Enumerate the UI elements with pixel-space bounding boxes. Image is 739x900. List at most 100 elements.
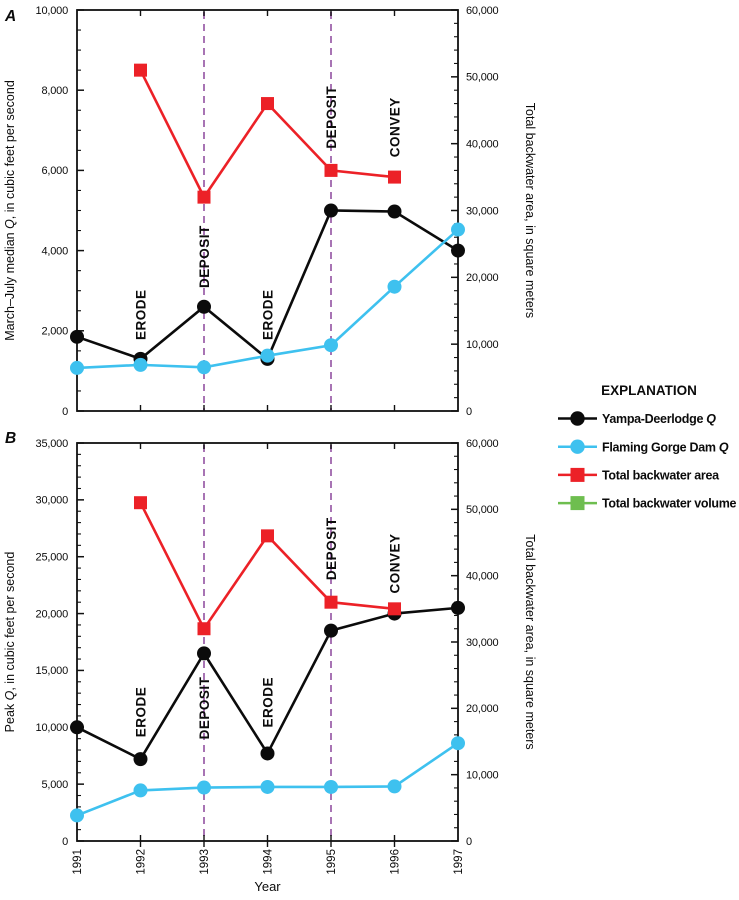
left-axis-tick-label: 35,000 xyxy=(36,438,69,450)
legend-item-flaming-gorge-dam-q: Flaming Gorge Dam Q xyxy=(558,439,729,454)
data-point-marker xyxy=(451,222,465,237)
data-point-marker xyxy=(70,808,84,823)
left-axis-tick-label: 30,000 xyxy=(36,495,69,507)
data-point-marker xyxy=(260,746,275,761)
right-axis-tick-label: 60,000 xyxy=(466,438,499,450)
legend: EXPLANATION Yampa-Deerlodge Q Flaming Gorg… xyxy=(558,383,737,511)
data-point-marker xyxy=(133,783,148,798)
legend-circle-marker-icon xyxy=(570,439,585,454)
panel-b: 0 5,000 10,000 15,000 20,000 25,000 30,000 35,0… xyxy=(3,430,537,875)
data-point-marker xyxy=(451,736,465,751)
right-axis-tick-label: 10,000 xyxy=(466,339,499,351)
left-axis-tick-label: 15,000 xyxy=(36,665,69,677)
data-point-marker xyxy=(260,348,275,363)
data-point-marker xyxy=(324,623,338,638)
series-line xyxy=(139,69,395,200)
series-line xyxy=(139,502,395,632)
data-point-marker xyxy=(451,243,465,258)
left-axis-tick-label: 10,000 xyxy=(36,5,69,17)
legend-label: Total backwater volume xyxy=(602,497,737,511)
data-point-marker xyxy=(324,595,338,609)
left-axis-tick-label: 5,000 xyxy=(41,779,68,791)
data-point-marker xyxy=(70,329,84,344)
legend-square-marker-icon xyxy=(570,496,585,511)
right-axis-tick-label: 60,000 xyxy=(466,5,499,17)
data-point-marker xyxy=(387,279,402,294)
right-axis-tick-label: 10,000 xyxy=(466,769,499,781)
process-annotation: ERODE xyxy=(261,290,276,341)
x-tick-label: 1991 xyxy=(72,849,84,875)
data-point-marker xyxy=(451,600,465,615)
data-point-marker xyxy=(134,496,147,510)
series-total-backwater-area xyxy=(134,63,401,204)
left-axis-tick-label: 6,000 xyxy=(41,165,68,177)
legend-label: Flaming Gorge Dam Q xyxy=(602,440,729,454)
process-annotation: ERODE xyxy=(134,290,149,341)
data-point-marker xyxy=(70,720,84,735)
legend-title: EXPLANATION xyxy=(601,383,697,398)
x-tick-label: 1997 xyxy=(453,849,465,875)
right-axis-tick-label: 50,000 xyxy=(466,72,499,84)
data-point-marker xyxy=(197,360,211,375)
panel-letter: B xyxy=(5,430,16,447)
left-axis-title: March–July median Q, in cubic feet per s… xyxy=(3,80,17,341)
x-tick-label: 1994 xyxy=(263,848,275,874)
right-axis-tick-label: 0 xyxy=(466,406,472,418)
right-axis-tick-label: 0 xyxy=(466,836,472,848)
right-axis-tick-label: 30,000 xyxy=(466,205,499,217)
data-point-marker xyxy=(260,779,275,794)
right-axis-tick-label: 50,000 xyxy=(466,504,499,516)
panel-a: 0 2,000 4,000 6,000 8,000 10,000 0 10,000 20,000… xyxy=(3,5,537,418)
legend-circle-marker-icon xyxy=(570,411,585,426)
legend-label: Yampa-Deerlodge Q xyxy=(602,412,716,426)
data-point-marker xyxy=(134,63,147,77)
data-point-marker xyxy=(387,204,402,219)
legend-label: Total backwater area xyxy=(602,469,720,483)
series-flaming-gorge-dam-q xyxy=(70,736,465,823)
left-axis-tick-label: 8,000 xyxy=(41,85,68,97)
process-annotation: CONVEY xyxy=(388,97,403,157)
process-annotation: DEPOSIT xyxy=(197,225,212,288)
data-point-marker xyxy=(388,170,401,184)
left-axis-title: Peak Q, in cubic feet per second xyxy=(3,552,17,733)
data-point-marker xyxy=(197,299,211,314)
data-point-marker xyxy=(197,622,211,636)
left-axis-tick-label: 0 xyxy=(62,406,68,418)
process-annotation: CONVEY xyxy=(388,534,403,594)
right-axis-title: Total backwater area, in square meters xyxy=(523,103,537,318)
legend-item-yampa-deerlodge-q: Yampa-Deerlodge Q xyxy=(558,411,717,426)
left-axis-tick-label: 2,000 xyxy=(41,326,68,338)
left-axis-tick-label: 0 xyxy=(62,836,68,848)
process-annotation: DEPOSIT xyxy=(197,676,212,739)
data-point-marker xyxy=(70,360,84,375)
x-axis-title: Year xyxy=(254,879,281,894)
data-point-marker xyxy=(197,646,211,661)
data-point-marker xyxy=(261,529,274,543)
right-axis-tick-label: 40,000 xyxy=(466,570,499,582)
legend-square-marker-icon xyxy=(570,467,585,482)
data-point-marker xyxy=(261,97,274,111)
left-axis-tick-label: 25,000 xyxy=(36,552,69,564)
left-axis-tick-label: 4,000 xyxy=(41,245,68,257)
data-point-marker xyxy=(324,203,338,218)
x-tick-label: 1995 xyxy=(326,849,338,875)
x-tick-label: 1993 xyxy=(199,849,211,875)
data-point-marker xyxy=(324,779,338,794)
process-annotation: ERODE xyxy=(261,677,276,728)
right-axis-tick-label: 30,000 xyxy=(466,637,499,649)
data-point-marker xyxy=(324,338,338,353)
data-point-marker xyxy=(388,602,401,616)
process-annotation: ERODE xyxy=(134,687,149,738)
right-axis-tick-label: 20,000 xyxy=(466,272,499,284)
right-axis-title: Total backwater area, in square meters xyxy=(523,534,537,749)
data-point-marker xyxy=(387,779,402,794)
panel-letter: A xyxy=(4,8,16,25)
data-point-marker xyxy=(324,163,338,177)
series-flaming-gorge-dam-q xyxy=(70,222,465,375)
left-axis-tick-label: 10,000 xyxy=(36,722,69,734)
process-annotation: DEPOSIT xyxy=(324,517,339,580)
data-point-marker xyxy=(133,752,148,767)
data-point-marker xyxy=(133,357,148,372)
